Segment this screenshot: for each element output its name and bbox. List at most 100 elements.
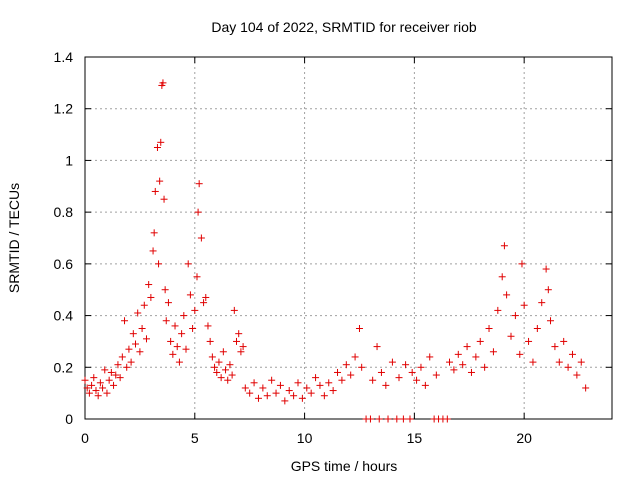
data-point: [463, 343, 471, 351]
data-point: [151, 187, 159, 195]
y-tick-label: 0.8: [54, 204, 74, 220]
data-point: [178, 330, 186, 338]
data-point: [129, 330, 137, 338]
data-point: [476, 337, 484, 345]
data-point: [489, 348, 497, 356]
data-point: [226, 361, 234, 369]
data-point: [500, 242, 508, 250]
data-point: [395, 374, 403, 382]
data-point: [384, 415, 392, 423]
data-point: [81, 376, 89, 384]
data-point: [294, 379, 302, 387]
data-point: [230, 306, 238, 314]
data-point: [160, 195, 168, 203]
data-point: [408, 368, 416, 376]
data-point: [577, 358, 585, 366]
ticks: 0 0.2 0.4 0.6 0.8 1 1.2 1.4 0 5 10 15 20: [54, 49, 612, 446]
y-tick-label: 1: [65, 152, 73, 168]
data-point: [96, 379, 104, 387]
data-point: [250, 379, 258, 387]
data-point: [406, 415, 414, 423]
data-point: [132, 340, 140, 348]
data-point: [202, 293, 210, 301]
data-point: [116, 374, 124, 382]
plot-frame: [84, 56, 613, 420]
data-point: [494, 306, 502, 314]
data-point: [159, 79, 167, 87]
data-point: [355, 325, 363, 332]
data-point: [233, 337, 241, 345]
data-point: [211, 363, 219, 371]
data-point: [516, 350, 524, 358]
data-point: [560, 337, 568, 345]
data-point: [239, 343, 247, 351]
data-point: [263, 392, 271, 400]
data-point: [467, 368, 475, 376]
data-point: [153, 144, 161, 151]
data-point: [307, 389, 315, 397]
data-point: [582, 384, 590, 392]
y-tick-label: 1.4: [54, 49, 74, 65]
data-point: [125, 345, 133, 353]
data-point: [222, 366, 230, 374]
data-point: [421, 381, 429, 389]
data-point: [99, 384, 107, 392]
data-point: [298, 394, 306, 402]
data-point: [551, 343, 559, 351]
data-point: [485, 325, 493, 332]
data-point: [235, 330, 243, 338]
data-point: [149, 247, 157, 255]
data-point: [276, 381, 284, 389]
data-point: [189, 325, 197, 332]
data-point: [101, 366, 109, 374]
data-point: [206, 337, 214, 345]
data-point: [393, 415, 401, 423]
data-point: [511, 312, 519, 320]
data-point: [167, 337, 175, 345]
data-point: [454, 350, 462, 358]
data-point: [127, 358, 135, 366]
x-tick-label: 15: [407, 430, 423, 446]
data-point: [402, 361, 410, 369]
data-point: [303, 384, 311, 392]
data-point: [443, 415, 451, 423]
data-point: [259, 384, 267, 392]
data-point: [432, 371, 440, 379]
data-point: [459, 361, 467, 369]
data-point: [382, 381, 390, 389]
data-point: [254, 394, 262, 402]
data-point: [164, 299, 172, 307]
data-point: [375, 415, 383, 423]
data-point: [105, 376, 113, 384]
data-point: [285, 387, 293, 395]
data-point: [399, 415, 407, 423]
x-tick-label: 20: [516, 430, 532, 446]
data-point: [121, 317, 129, 325]
data-point: [268, 376, 276, 384]
data-point: [388, 358, 396, 366]
data-point: [417, 363, 425, 371]
y-axis-label: SRMTID / TECUs: [6, 183, 22, 293]
data-point: [338, 376, 346, 384]
data-point: [103, 389, 111, 397]
data-point: [498, 273, 506, 281]
data-point: [334, 368, 342, 376]
x-axis-label: GPS time / hours: [291, 458, 398, 474]
data-point: [195, 180, 203, 188]
data-point: [366, 415, 374, 423]
data-point: [228, 371, 236, 379]
data-point: [173, 343, 181, 351]
data-point: [446, 358, 454, 366]
data-point: [162, 317, 170, 325]
data-point: [182, 345, 190, 353]
data-point: [272, 389, 280, 397]
data-point: [175, 358, 183, 366]
grid: [85, 57, 612, 419]
y-tick-label: 0: [65, 411, 73, 427]
data-point: [161, 286, 169, 294]
data-point: [347, 371, 355, 379]
data-point: [180, 312, 188, 320]
data-point: [568, 350, 576, 358]
data-point: [83, 384, 91, 392]
